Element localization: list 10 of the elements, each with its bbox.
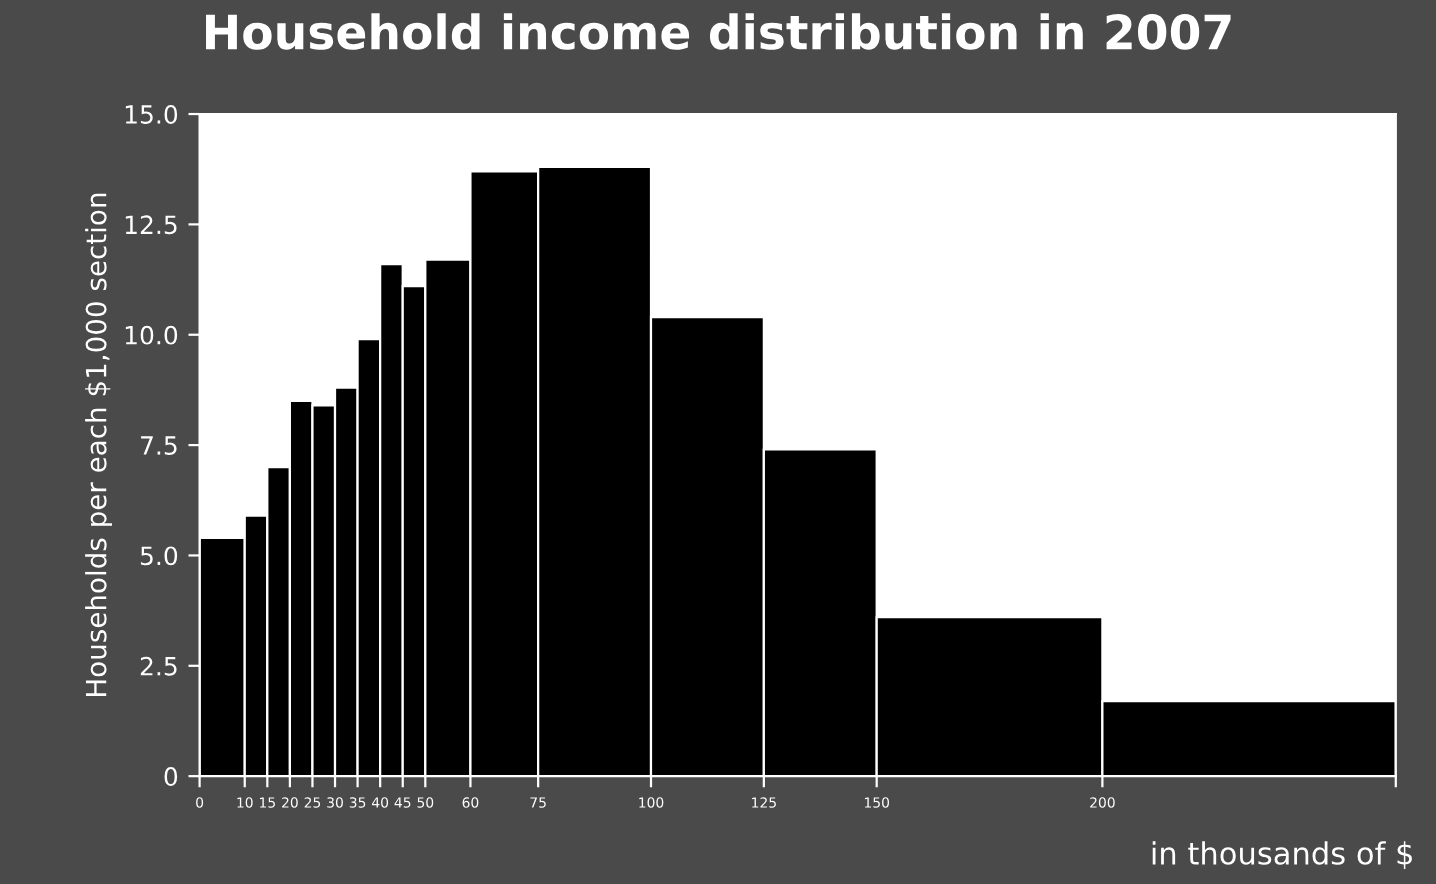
y-axis-title: Households per each $1,000 section (85, 193, 112, 696)
y-tick-label: 15.0 (125, 104, 178, 124)
y-tick-label: 7.5 (141, 436, 177, 455)
y-tick-label: 2.5 (140, 656, 177, 676)
chart-title: Household income distribution in 2007 (206, 13, 1231, 50)
y-tick-label: 12.5 (125, 215, 177, 235)
y-tick-label: 10.0 (125, 325, 178, 345)
x-axis-title: in thousands of $ (1152, 841, 1412, 869)
y-tick-label: 0 (164, 767, 178, 787)
y-tick-label: 5.0 (140, 546, 178, 566)
